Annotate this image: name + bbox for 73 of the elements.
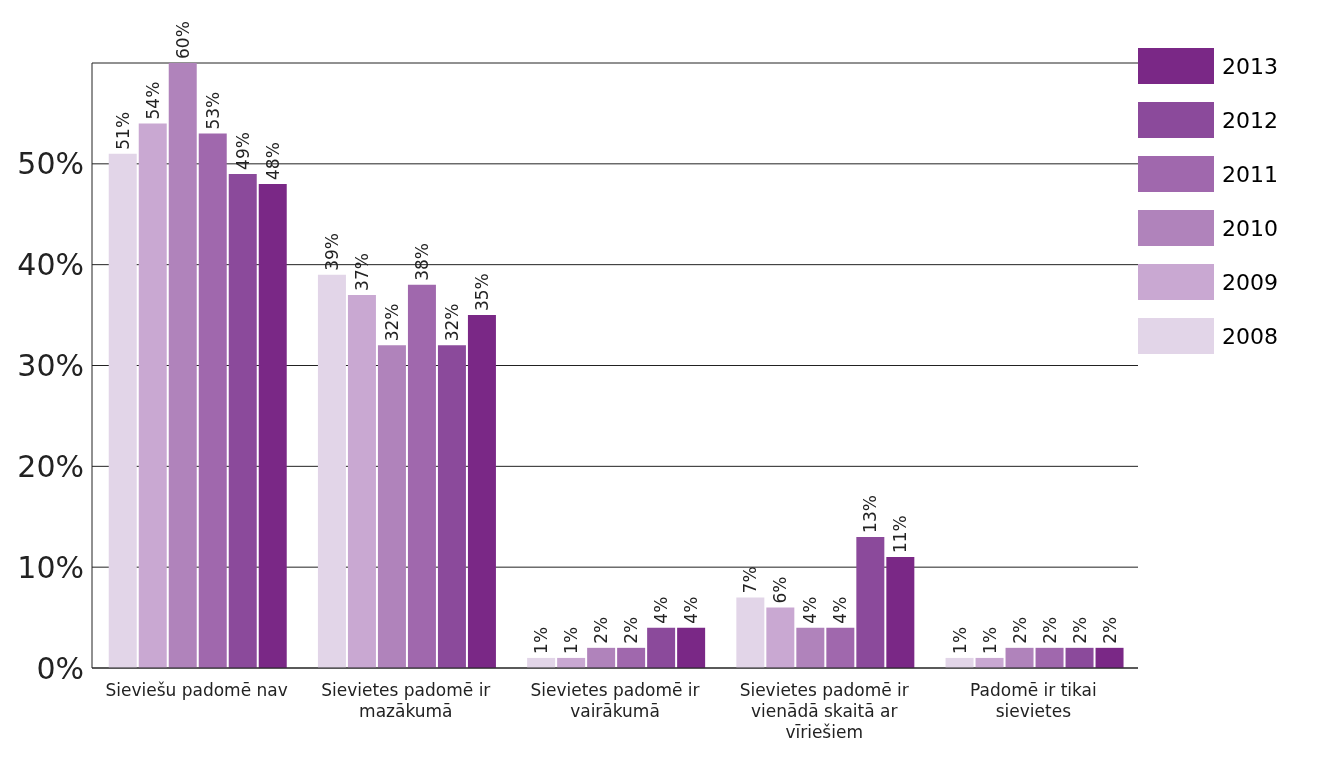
bar <box>228 173 257 668</box>
bar <box>677 627 706 668</box>
legend-label: 2013 <box>1222 53 1278 79</box>
bar <box>856 536 885 668</box>
data-label: 1% <box>561 626 582 654</box>
legend-label: 2010 <box>1222 215 1278 241</box>
y-tick-label: 40% <box>17 247 84 283</box>
bar <box>647 627 676 668</box>
bar <box>258 184 287 668</box>
data-label: 35% <box>471 273 492 312</box>
data-label: 11% <box>890 515 911 554</box>
data-label: 4% <box>651 596 672 624</box>
legend-label: 2008 <box>1222 323 1278 349</box>
bar <box>826 627 855 668</box>
data-label: 60% <box>172 21 193 59</box>
data-label: 2% <box>621 616 642 644</box>
bar <box>1095 647 1124 668</box>
bar <box>108 153 137 668</box>
y-tick-label: 10% <box>17 549 84 585</box>
data-label: 1% <box>949 626 970 654</box>
bar <box>1005 647 1034 668</box>
y-tick-label: 0% <box>36 650 84 686</box>
bar <box>617 647 646 668</box>
bar <box>1065 647 1094 668</box>
bar <box>347 294 376 668</box>
data-label: 49% <box>232 132 253 170</box>
bar <box>198 133 227 668</box>
bar <box>317 274 346 668</box>
data-label: 1% <box>979 626 1000 654</box>
bar <box>886 557 915 668</box>
legend-label: 2009 <box>1222 269 1278 295</box>
x-tick-label: Sievietes padomē ir mazākumā <box>321 680 491 721</box>
data-label: 6% <box>770 576 791 604</box>
data-label: 37% <box>351 253 372 291</box>
data-label: 1% <box>531 626 552 654</box>
data-label: 2% <box>1039 616 1060 644</box>
data-label: 53% <box>202 91 223 130</box>
bar <box>796 627 825 668</box>
legend-label: 2011 <box>1222 161 1278 187</box>
y-tick-label: 30% <box>17 348 84 384</box>
data-label: 4% <box>830 596 851 624</box>
data-label: 13% <box>860 495 881 533</box>
data-label: 2% <box>1009 616 1030 644</box>
y-tick-label: 20% <box>17 448 84 484</box>
data-label: 32% <box>381 303 402 342</box>
bar <box>587 647 616 668</box>
x-tick-label: Padomē ir tikai sievietes <box>970 680 1097 721</box>
bar <box>377 345 406 668</box>
data-label: 32% <box>441 303 462 342</box>
bar <box>467 315 496 668</box>
y-tick-label: 50% <box>17 146 84 182</box>
bar <box>138 123 167 668</box>
data-label: 54% <box>142 81 163 120</box>
bar <box>437 345 466 668</box>
x-tick-label: Sievietes padomē ir vienādā skaitā ar vīriešiem <box>739 680 909 742</box>
data-label: 2% <box>591 616 612 644</box>
data-label: 39% <box>321 232 342 271</box>
x-tick-label: Sieviešu padomē nav <box>105 680 288 700</box>
data-label: 51% <box>112 111 133 150</box>
bar <box>736 597 765 668</box>
data-label: 48% <box>262 142 283 180</box>
data-label: 4% <box>681 596 702 624</box>
data-label: 38% <box>411 243 432 281</box>
x-tick-label: Sievietes padomē ir vairākumā <box>530 680 700 721</box>
data-label: 7% <box>740 566 761 594</box>
bar <box>766 607 795 668</box>
bar <box>168 63 197 668</box>
data-label: 2% <box>1099 616 1120 644</box>
bar <box>1035 647 1064 668</box>
legend-label: 2012 <box>1222 107 1278 133</box>
bar <box>407 284 436 668</box>
data-label: 4% <box>800 596 821 624</box>
data-label: 2% <box>1069 616 1090 644</box>
